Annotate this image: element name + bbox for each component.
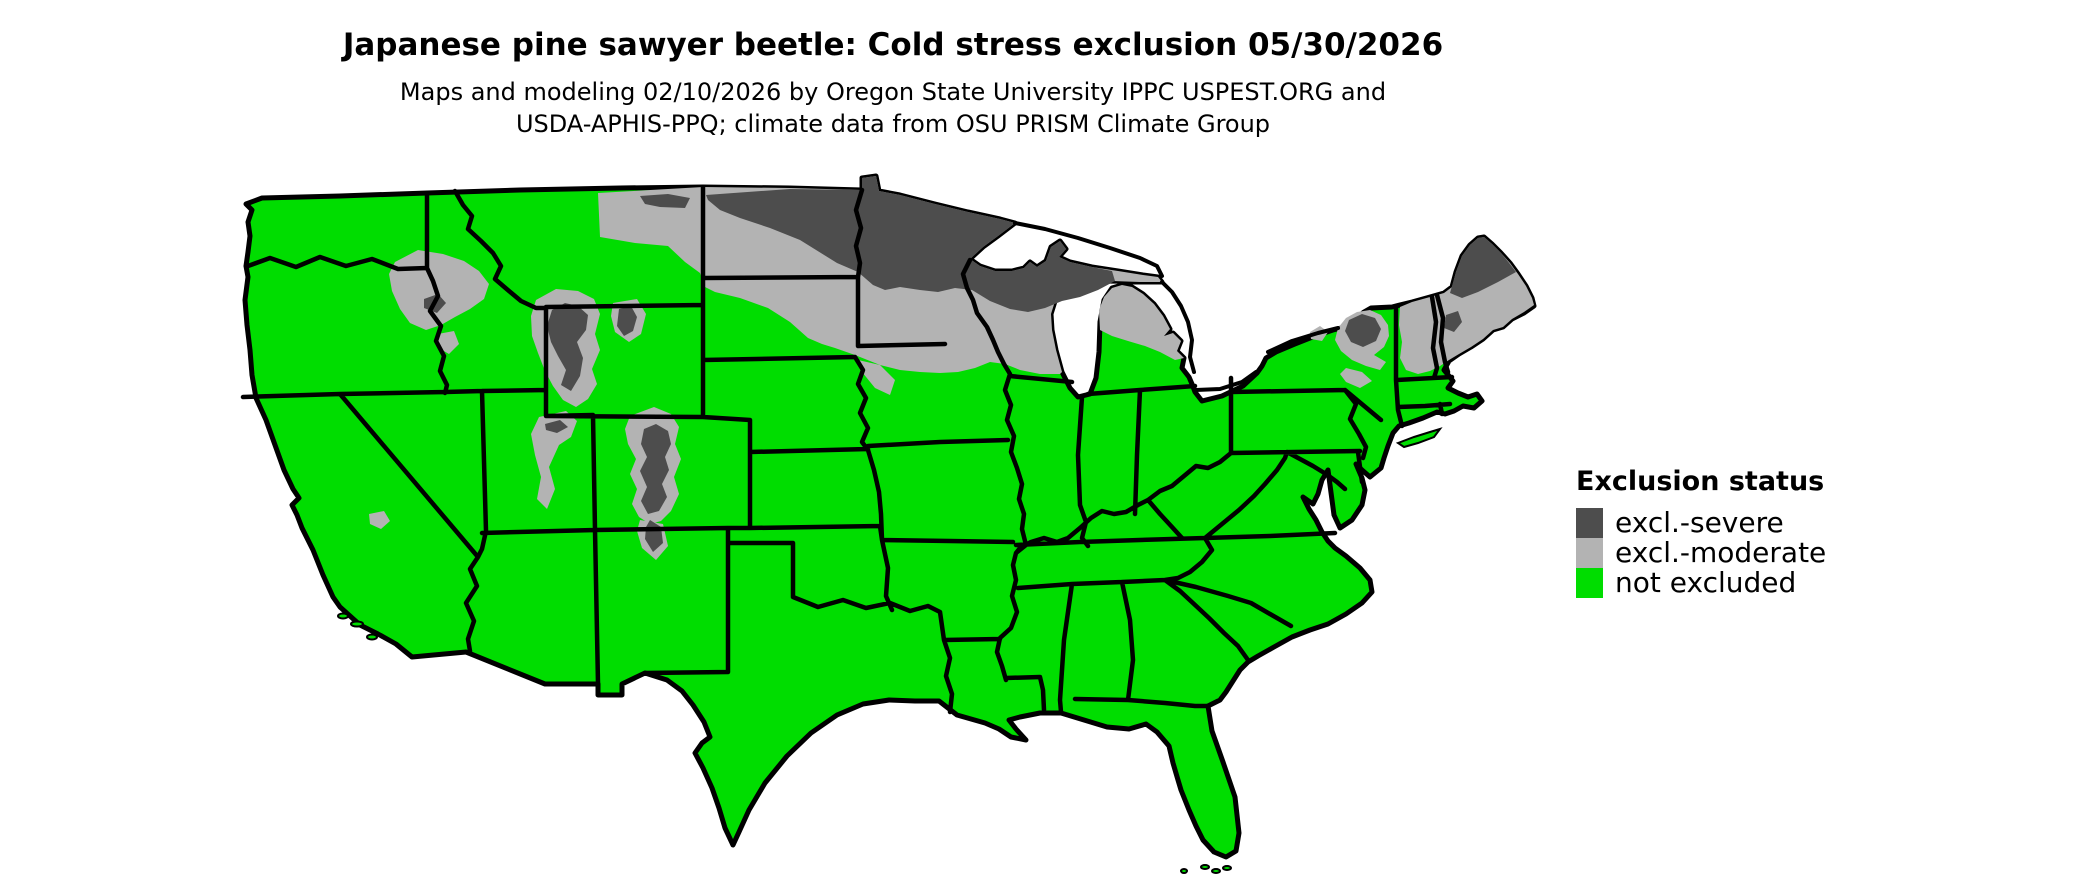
legend-row-severe: excl.-severe	[1576, 508, 1826, 538]
map-header: Japanese pine sawyer beetle: Cold stress…	[293, 0, 1493, 141]
severe-label: excl.-severe	[1615, 506, 1784, 539]
severe-swatch	[1576, 508, 1603, 538]
islands	[337, 427, 1443, 874]
state-borders	[240, 184, 1455, 715]
moderate-label: excl.-moderate	[1615, 536, 1827, 569]
legend-row-moderate: excl.-moderate	[1576, 538, 1826, 568]
page-title: Japanese pine sawyer beetle: Cold stress…	[342, 27, 1444, 63]
legend-row-not-excluded: not excluded	[1576, 568, 1826, 598]
moderate-swatch	[1576, 538, 1603, 568]
not-excluded-swatch	[1576, 568, 1603, 598]
legend-title: Exclusion status	[1576, 466, 1825, 497]
subtitle-line-1: Maps and modeling 02/10/2026 by Oregon S…	[399, 78, 1387, 107]
page-subtitle: Maps and modeling 02/10/2026 by Oregon S…	[293, 62, 1493, 141]
not-excluded-label: not excluded	[1615, 566, 1797, 599]
legend: Exclusion status excl.-severe excl.-mode…	[1576, 466, 1826, 598]
subtitle-line-2: USDA-APHIS-PPQ; climate data from OSU PR…	[515, 110, 1271, 139]
lake-border-lines	[1013, 221, 1340, 392]
